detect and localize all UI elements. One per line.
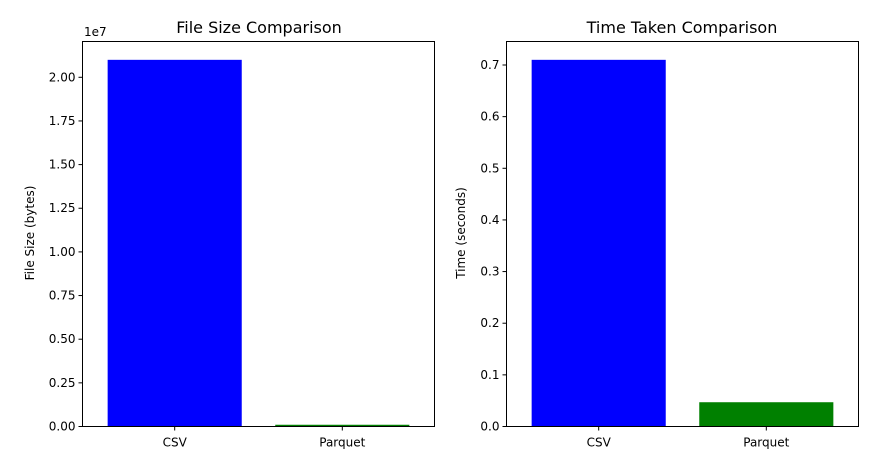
time-taken-y-tick-label: 0.5 — [480, 161, 499, 175]
file-size-y-tick-label: 1.75 — [49, 114, 76, 128]
time-taken-y-tick-label: 0.7 — [480, 58, 499, 72]
time-taken-bars — [531, 59, 834, 427]
file-size-plot-frame — [82, 41, 435, 427]
file-size-y-axis-label: File Size (bytes) — [23, 186, 37, 281]
time-taken-y-tick-label: 0.4 — [480, 213, 499, 227]
time-taken-y-tick-label: 0.3 — [480, 265, 499, 279]
file-size-x-ticks: CSV Parquet — [163, 426, 366, 450]
file-size-chart: File Size Comparison 1e7 File Size (byte… — [23, 18, 435, 450]
file-size-bar-parquet — [275, 424, 410, 427]
file-size-y-tick-label: 1.25 — [49, 201, 76, 215]
time-taken-y-tick-label: 0.0 — [480, 420, 499, 434]
file-size-x-tick-label: CSV — [163, 436, 188, 450]
time-taken-bar-parquet — [699, 402, 834, 427]
time-taken-y-ticks: 0.0 0.1 0.2 0.3 0.4 0.5 0.6 0.7 — [480, 58, 507, 434]
file-size-y-tick-label: 0.00 — [49, 420, 76, 434]
file-size-y-offset-label: 1e7 — [84, 25, 107, 39]
file-size-y-tick-label: 0.75 — [49, 289, 76, 303]
file-size-bar-csv — [107, 59, 242, 427]
file-size-y-tick-label: 1.50 — [49, 158, 76, 172]
file-size-y-tick-label: 1.00 — [49, 245, 76, 259]
time-taken-y-tick-label: 0.2 — [480, 316, 499, 330]
time-taken-x-ticks: CSV Parquet — [587, 426, 790, 450]
file-size-chart-title: File Size Comparison — [176, 18, 342, 37]
time-taken-x-tick-label: Parquet — [743, 436, 789, 450]
time-taken-x-tick-label: CSV — [587, 436, 612, 450]
time-taken-y-tick-label: 0.1 — [480, 368, 499, 382]
file-size-bars — [107, 59, 410, 427]
file-size-x-tick-label: Parquet — [319, 436, 365, 450]
time-taken-chart-title: Time Taken Comparison — [586, 18, 778, 37]
file-size-y-tick-label: 0.25 — [49, 376, 76, 390]
time-taken-y-tick-label: 0.6 — [480, 110, 499, 124]
time-taken-bar-csv — [531, 59, 666, 427]
time-taken-chart: Time Taken Comparison Time (seconds) 0.0… — [454, 18, 859, 450]
file-size-y-tick-label: 2.00 — [49, 70, 76, 84]
file-size-y-ticks: 0.00 0.25 0.50 0.75 1.00 1.25 1.50 1.75 2.00 — [49, 70, 83, 434]
file-size-y-tick-label: 0.50 — [49, 332, 76, 346]
time-taken-plot-frame — [506, 41, 859, 427]
time-taken-y-axis-label: Time (seconds) — [454, 187, 468, 280]
